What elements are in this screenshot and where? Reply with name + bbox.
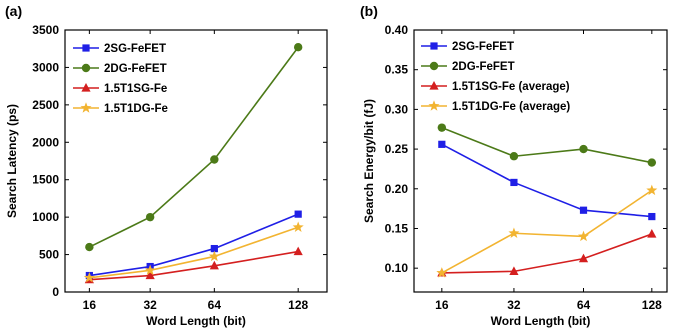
y-tick-label: 0.20 — [385, 182, 409, 196]
x-tick-label: 16 — [83, 298, 97, 312]
data-point — [648, 212, 656, 221]
legend-marker — [428, 100, 440, 111]
panel-a: (a) 0 500 1000 1500 2000 2500 3000 3500 16 32 64 128… — [5, 3, 328, 328]
x-tick-label: 32 — [507, 298, 521, 312]
series-1-5t1sg-fe — [84, 246, 303, 284]
series-line — [89, 250, 299, 281]
y-tick-label: 2000 — [32, 135, 59, 149]
data-point — [294, 210, 302, 218]
series-2dg-fefet — [85, 43, 303, 252]
data-point — [293, 246, 303, 256]
x-tick-label: 128 — [288, 298, 308, 312]
data-point — [509, 152, 519, 161]
legend-marker — [429, 81, 439, 90]
y-tick-label: 1000 — [32, 210, 59, 224]
series-line — [441, 189, 653, 274]
series-line — [89, 213, 299, 277]
data-point — [209, 260, 219, 270]
y-tick-label: 0.40 — [385, 23, 409, 37]
series-line — [89, 46, 299, 248]
series-1-5t1dg-fe — [83, 221, 304, 283]
x-axis-label: Word Length (bit) — [146, 314, 246, 328]
series-line — [441, 143, 652, 218]
legend-label: 2SG-FeFET — [452, 41, 514, 53]
y-axis-label: Search Energy/bit (fJ) — [362, 99, 376, 223]
legend: 2SG-FeFET 2DG-FeFET 1.5T1SG-Fe (average) 1.… — [421, 41, 570, 113]
data-point — [438, 140, 446, 148]
series-line — [441, 126, 652, 164]
y-tick-label: 0 — [52, 285, 59, 299]
legend-label: 2DG-FeFET — [452, 61, 515, 73]
legend-label: 2SG-FeFET — [104, 43, 166, 55]
panel-b: (b) 0.10 0.15 0.20 0.25 0.30 0.35 0.40 16 32 64 128… — [360, 3, 668, 328]
y-tick-label: 2500 — [32, 98, 59, 112]
x-tick-label: 128 — [642, 298, 662, 312]
legend-marker — [81, 63, 91, 73]
x-tick-label: 32 — [143, 298, 157, 312]
data-point — [647, 229, 657, 238]
plot-frame — [64, 29, 328, 293]
data-point — [210, 244, 218, 253]
legend-marker — [430, 42, 438, 50]
data-point — [509, 266, 519, 275]
data-point — [579, 206, 588, 214]
panel-label: (a) — [5, 3, 22, 19]
data-point — [508, 227, 520, 238]
y-tick-label: 1500 — [32, 173, 59, 187]
data-point — [145, 270, 155, 280]
y-tick-label: 0.35 — [385, 63, 409, 77]
data-point — [85, 242, 94, 252]
legend-label: 1.5T1SG-Fe — [104, 83, 167, 95]
data-point — [208, 250, 220, 262]
series-1-5t1dg-fe-average — [436, 184, 658, 278]
data-point — [145, 212, 155, 222]
y-tick-label: 0.25 — [385, 142, 409, 156]
series-1-5t1sg-fe-average — [437, 229, 657, 277]
series-line — [89, 226, 299, 279]
y-tick-label: 500 — [39, 248, 59, 262]
legend-label: 1.5T1DG-Fe — [104, 103, 168, 115]
legend-marker — [82, 44, 90, 52]
series-line — [441, 233, 653, 274]
data-point — [647, 158, 657, 167]
y-tick-label: 0.30 — [385, 102, 409, 116]
y-tick-label: 0.15 — [385, 221, 409, 235]
data-point — [144, 264, 156, 275]
legend: 2SG-FeFET 2DG-FeFET 1.5T1SG-Fe 1.5T1DG-Fe — [73, 43, 168, 115]
data-point — [646, 184, 658, 196]
data-point — [437, 123, 447, 132]
y-tick-label: 3000 — [32, 60, 59, 74]
legend-label: 1.5T1SG-Fe (average) — [452, 81, 570, 93]
panel-label: (b) — [360, 3, 378, 19]
data-point — [579, 144, 588, 154]
legend-marker — [80, 102, 92, 113]
data-point — [292, 221, 304, 232]
data-point — [577, 230, 590, 242]
data-point — [83, 271, 95, 283]
y-axis-label: Search Latency (ps) — [5, 104, 19, 218]
data-point — [210, 155, 219, 164]
x-tick-label: 64 — [577, 298, 591, 312]
legend-label: 2DG-FeFET — [104, 63, 167, 75]
x-axis-label: Word Length (bit) — [491, 314, 591, 328]
y-tick-label: 3500 — [32, 23, 59, 37]
plot-frame — [413, 29, 668, 293]
legend-marker — [81, 83, 91, 92]
x-tick-label: 16 — [435, 298, 449, 312]
legend-label: 1.5T1DG-Fe (average) — [452, 101, 570, 113]
data-point — [578, 253, 589, 263]
series-2dg-fefet — [437, 123, 657, 167]
data-point — [436, 267, 448, 278]
y-tick-label: 0.10 — [385, 261, 409, 275]
data-point — [293, 43, 303, 52]
data-point — [510, 178, 518, 187]
legend-marker — [429, 61, 439, 71]
x-tick-label: 64 — [208, 298, 222, 312]
